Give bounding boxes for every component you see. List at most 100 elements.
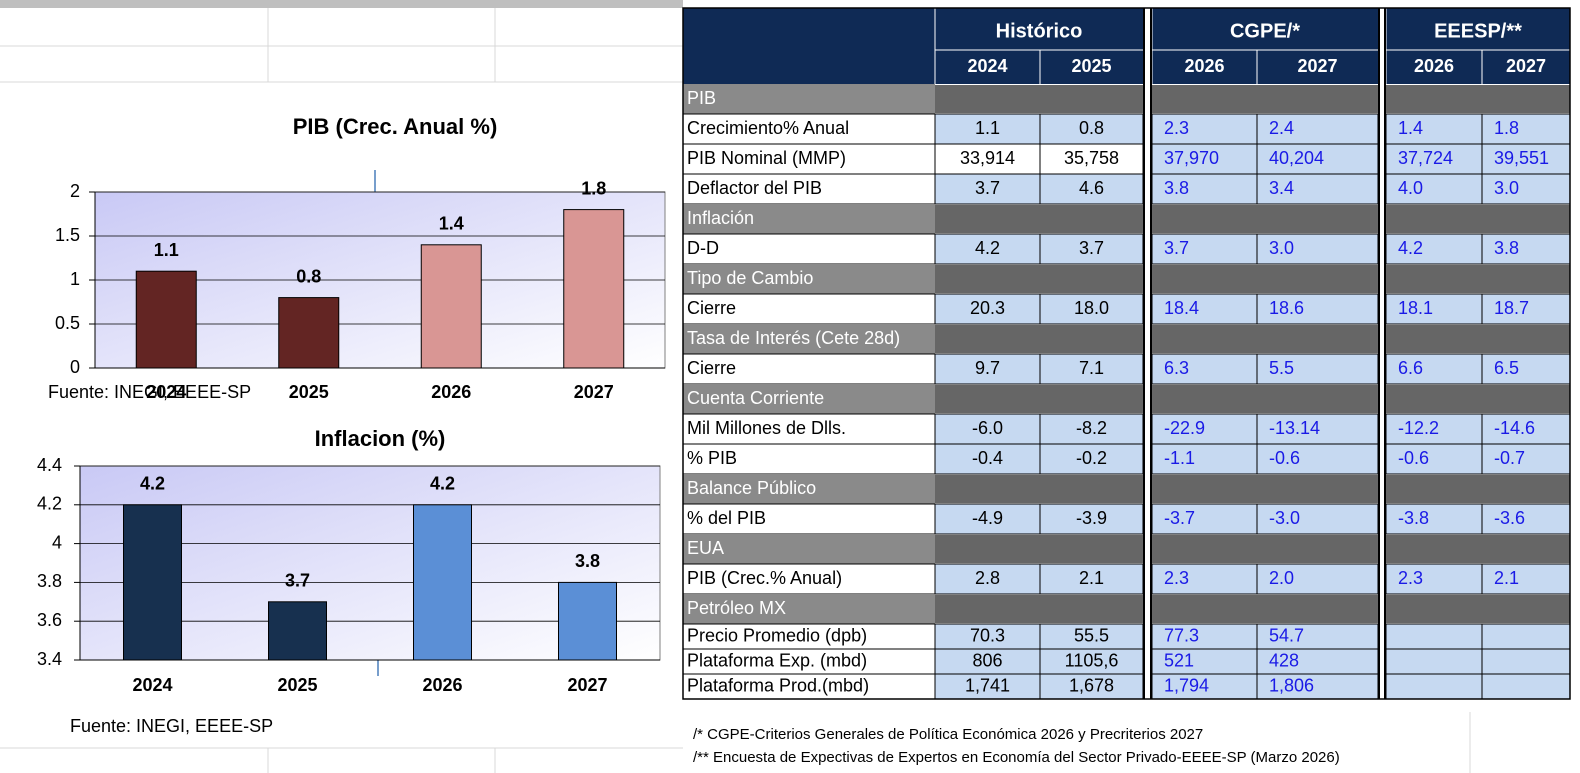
value-cell (1481, 443, 1571, 475)
value-cell (1481, 353, 1571, 385)
section-cell (1040, 475, 1143, 503)
value-cell (1256, 503, 1379, 535)
value-cell (1151, 648, 1258, 675)
value-cell (934, 413, 1041, 445)
cell-value: 2.8 (975, 568, 1000, 588)
section-cell (1482, 385, 1570, 413)
section-cell (935, 205, 1040, 233)
section-cell (1482, 85, 1570, 113)
value-cell (1256, 233, 1379, 265)
bar (135, 270, 197, 369)
cell-value: 1105,6 (1065, 650, 1119, 670)
y-tick-label: 0.5 (55, 313, 80, 333)
cell-value: 1,678 (1069, 675, 1114, 695)
row-label: PIB Nominal (MMP) (687, 148, 846, 168)
value-cell (1039, 143, 1144, 175)
section-cell (1257, 265, 1378, 293)
cell-value: -8.2 (1076, 418, 1107, 438)
cell-value: 2.0 (1269, 568, 1294, 588)
section-cell (1152, 385, 1257, 413)
cell-value: 521 (1164, 650, 1194, 670)
section-cell (1040, 385, 1143, 413)
bar (420, 244, 482, 369)
cell-value: -0.7 (1494, 448, 1525, 468)
cell-value: 1.4 (1398, 118, 1423, 138)
section-cell (1257, 85, 1378, 113)
section-label: Inflación (687, 208, 754, 228)
value-cell (1256, 173, 1379, 205)
cell-value: 70.3 (970, 625, 1005, 645)
sheet-top-bar (0, 0, 683, 8)
bar (123, 504, 182, 661)
section-label-cell (683, 204, 935, 234)
cell-value: 2.1 (1079, 568, 1104, 588)
section-label: Tasa de Interés (Cete 28d) (687, 328, 900, 348)
section-cell (1040, 595, 1143, 623)
cell-value: 18.0 (1074, 298, 1109, 318)
section-cell (1482, 265, 1570, 293)
cell-value: -1.1 (1164, 448, 1195, 468)
value-cell (1481, 293, 1571, 325)
cell-value: 37,724 (1398, 148, 1453, 168)
cell-value: -0.6 (1269, 448, 1300, 468)
cell-value: -3.9 (1076, 508, 1107, 528)
value-cell (1385, 503, 1483, 535)
section-cell (1152, 205, 1257, 233)
row-label: D-D (687, 238, 719, 258)
cell-value: 37,970 (1164, 148, 1219, 168)
section-cell (1040, 535, 1143, 563)
value-cell (1039, 353, 1144, 385)
section-cell (1386, 85, 1482, 113)
cell-value: 18.7 (1494, 298, 1529, 318)
row-label: Crecimiento% Anual (687, 118, 849, 138)
data-label: 4.2 (430, 474, 455, 494)
x-tick-label: 2025 (277, 675, 317, 695)
section-cell (1386, 595, 1482, 623)
value-cell (934, 443, 1041, 475)
section-cell (1482, 325, 1570, 353)
cell-value: 4.2 (975, 238, 1000, 258)
value-cell (934, 143, 1041, 175)
section-label: Petróleo MX (687, 598, 786, 618)
row-label: Deflactor del PIB (687, 178, 822, 198)
row-label: Plataforma Prod.(mbd) (687, 675, 869, 695)
section-label: Cuenta Corriente (687, 388, 824, 408)
bar (278, 297, 340, 369)
cell-value: 806 (972, 650, 1002, 670)
value-cell (1039, 113, 1144, 145)
section-cell (1040, 85, 1143, 113)
section-cell (935, 85, 1040, 113)
value-cell (1039, 173, 1144, 205)
cell-value: -3.8 (1398, 508, 1429, 528)
cell-value: 55.5 (1074, 625, 1109, 645)
row-label: Cierre (687, 298, 736, 318)
cell-value: -22.9 (1164, 418, 1205, 438)
cell-value: 35,758 (1064, 148, 1119, 168)
section-cell (1152, 325, 1257, 353)
chart-source: Fuente: INEGI, EEEE-SP (48, 382, 251, 402)
cell-value: 20.3 (970, 298, 1005, 318)
cell-value: 3.8 (1164, 178, 1189, 198)
value-cell (934, 673, 1041, 700)
section-cell (1386, 325, 1482, 353)
section-label: Tipo de Cambio (687, 268, 813, 288)
data-label: 3.7 (285, 571, 310, 591)
x-tick-label: 2026 (422, 675, 462, 695)
section-cell (1257, 205, 1378, 233)
cell-value: 4.6 (1079, 178, 1104, 198)
cell-value: 3.0 (1494, 178, 1519, 198)
chart-title: Inflacion (%) (315, 426, 446, 451)
cell-value: 9.7 (975, 358, 1000, 378)
value-cell (1481, 673, 1571, 700)
section-label-cell (683, 264, 935, 294)
y-tick-label: 0 (70, 357, 80, 377)
chart-title: PIB (Crec. Anual %) (293, 114, 498, 139)
cell-value: 5.5 (1269, 358, 1294, 378)
section-cell (1152, 85, 1257, 113)
chart-source: Fuente: INEGI, EEEE-SP (70, 716, 273, 736)
cell-value: 1.1 (975, 118, 1000, 138)
section-label-cell (683, 324, 935, 354)
section-cell (1257, 385, 1378, 413)
section-cell (1257, 325, 1378, 353)
